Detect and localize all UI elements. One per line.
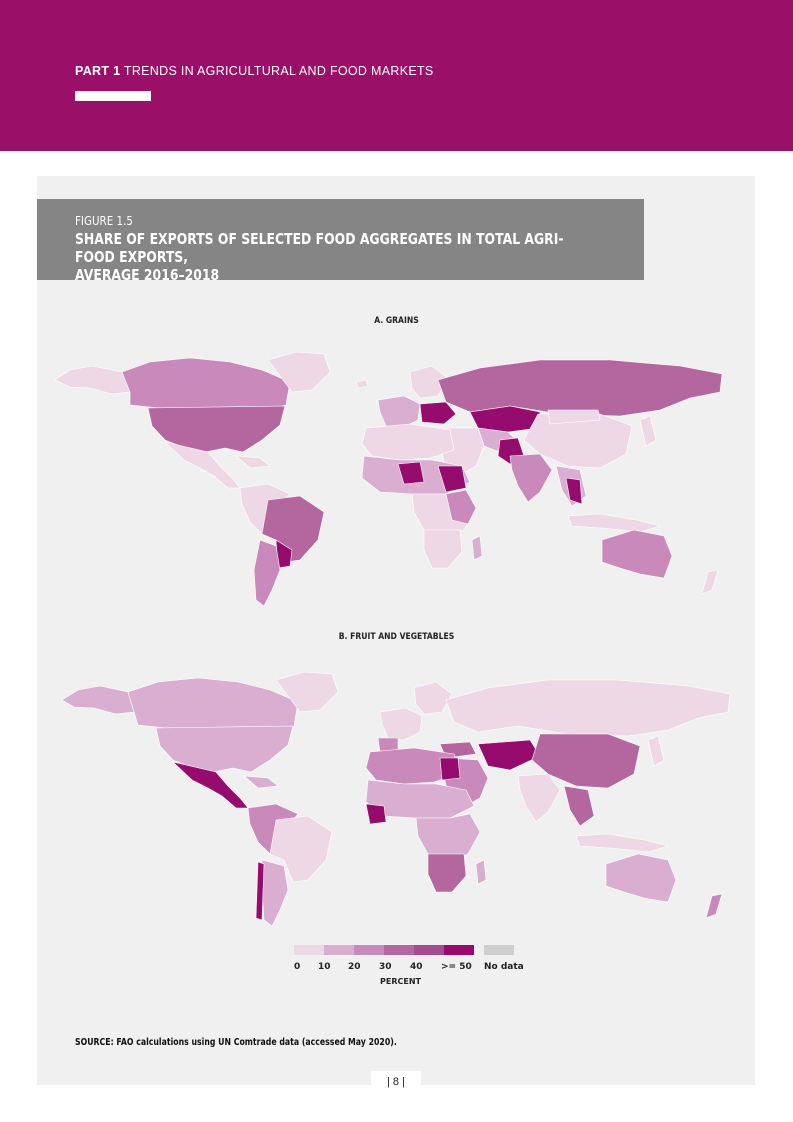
legend-tick-50: >= 50 [441, 962, 472, 972]
region-indonesia [575, 833, 669, 853]
region-australia [601, 529, 673, 579]
legend-swatch-1 [324, 945, 354, 955]
legend-tick-20: 20 [348, 962, 361, 972]
legend-tick-0: 0 [294, 962, 301, 972]
header-band [0, 0, 793, 151]
part-heading: PART 1 TRENDS IN AGRICULTURAL AND FOOD M… [75, 64, 434, 78]
region-canada [127, 677, 299, 731]
region-mongolia [547, 409, 601, 425]
part-label: PART 1 [75, 64, 121, 78]
legend-swatch-nodata [484, 945, 514, 955]
region-central-africa [415, 813, 481, 863]
region-scandinavia [413, 681, 453, 715]
grains-map [54, 351, 723, 607]
region-scandinavia [409, 365, 449, 399]
region-russia [445, 679, 731, 737]
region-russia [437, 359, 723, 417]
figure-title: SHARE OF EXPORTS OF SELECTED FOOD AGGREG… [75, 230, 571, 284]
region-usa [155, 725, 294, 773]
region-australia [605, 853, 677, 903]
region-mexico [164, 441, 241, 489]
region-madagascar [475, 859, 487, 885]
part-title: TRENDS IN AGRICULTURAL AND FOOD MARKETS [123, 64, 434, 78]
figure-title-box [37, 199, 644, 280]
region-argentina [253, 539, 281, 607]
legend-swatch-5 [444, 945, 474, 955]
map-b-title: B. FRUIT AND VEGETABLES [338, 632, 455, 642]
source-note: SOURCE: FAO calculations using UN Comtra… [75, 1037, 397, 1048]
region-new-zealand [701, 569, 719, 595]
region-southern-africa [427, 853, 467, 893]
region-caribbean [235, 455, 271, 469]
legend-swatch-0 [294, 945, 324, 955]
part-bar [75, 91, 151, 101]
legend-tick-nodata: No data [484, 962, 524, 972]
region-new-zealand [705, 893, 723, 919]
region-north-africa [365, 747, 459, 785]
region-usa [147, 405, 286, 453]
legend-tick-30: 30 [379, 962, 392, 972]
region-alaska [61, 685, 135, 715]
region-india [509, 453, 553, 503]
legend-swatch-3 [384, 945, 414, 955]
legend-swatch-2 [354, 945, 384, 955]
region-chile [255, 861, 265, 921]
region-egypt [439, 757, 461, 781]
region-brazil [269, 815, 333, 883]
region-ukraine [419, 401, 457, 425]
region-indonesia [567, 513, 661, 533]
fruit-vegetables-map [61, 671, 731, 927]
legend-unit: PERCENT [380, 977, 421, 986]
figure-title-line1: SHARE OF EXPORTS OF SELECTED FOOD AGGREG… [75, 230, 564, 266]
region-sudan [437, 465, 467, 493]
region-se-asia [563, 785, 595, 827]
region-southern-africa [423, 529, 463, 569]
region-north-africa [361, 423, 455, 461]
region-europe-west [377, 395, 421, 429]
region-argentina [261, 859, 289, 927]
region-west-africa [365, 803, 387, 825]
region-iceland [355, 379, 369, 389]
region-japan [639, 415, 657, 447]
figure-title-line2: AVERAGE 2016–2018 [75, 266, 220, 284]
region-caribbean [243, 775, 279, 789]
figure-panel [37, 176, 755, 1085]
region-thailand [565, 477, 583, 505]
region-india [517, 773, 561, 823]
figure-label: FIGURE 1.5 [75, 214, 133, 228]
region-europe-west [379, 707, 423, 741]
region-brazil [261, 495, 325, 563]
region-japan [647, 735, 665, 767]
page-number: | 8 | [371, 1071, 421, 1093]
legend-swatch-4 [414, 945, 444, 955]
region-greenland [275, 671, 339, 713]
region-niger [397, 461, 425, 485]
legend-tick-10: 10 [318, 962, 331, 972]
map-a-title: A. GRAINS [374, 316, 419, 326]
region-china [531, 733, 641, 789]
region-east-africa [445, 489, 477, 525]
region-madagascar [471, 535, 483, 561]
region-greenland [267, 351, 331, 393]
region-china [523, 413, 633, 469]
region-alaska [54, 365, 131, 395]
region-central-asia [477, 739, 541, 771]
region-canada [121, 357, 291, 411]
region-mexico [172, 761, 249, 809]
legend-tick-40: 40 [410, 962, 423, 972]
